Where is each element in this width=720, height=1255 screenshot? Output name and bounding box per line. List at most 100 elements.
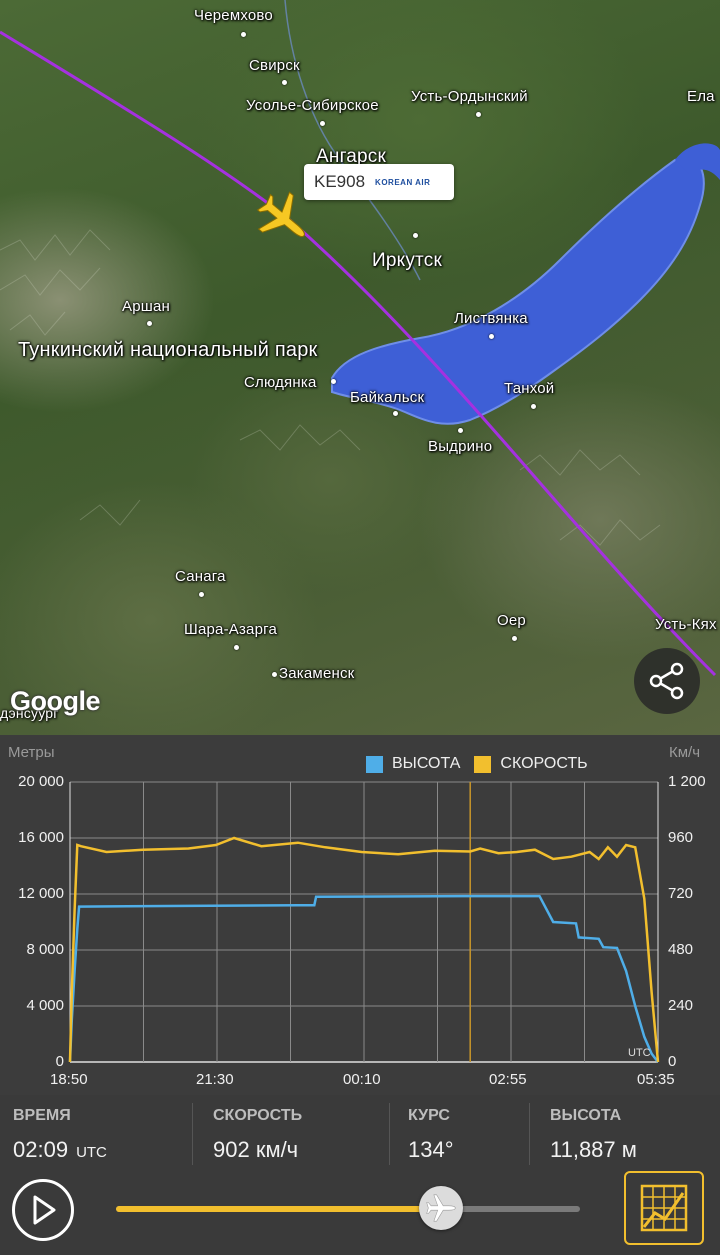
- place-label: Свирск: [249, 57, 300, 74]
- legend-altitude: ВЫСОТА: [366, 755, 460, 773]
- y-left-tick: 0: [55, 1053, 64, 1070]
- info-divider: [389, 1103, 390, 1165]
- place-dot: [282, 80, 287, 85]
- speed-value: 902 км/ч: [213, 1137, 299, 1162]
- x-tick: 21:30: [196, 1071, 234, 1088]
- place-label: Санага: [175, 568, 226, 585]
- place-dot: [320, 121, 325, 126]
- place-dot: [272, 672, 277, 677]
- time-value-wrap: 02:09 UTC: [13, 1137, 107, 1163]
- flight-chart[interactable]: Метры Км/ч ВЫСОТА СКОРОСТЬ 20 000 16 000…: [0, 735, 720, 1095]
- place-label: Ангарск: [316, 146, 387, 167]
- altitude-value: 11,887 м: [550, 1137, 637, 1162]
- y-right-tick: 480: [668, 941, 694, 958]
- place-label: Выдрино: [428, 438, 493, 455]
- place-dot: [199, 592, 204, 597]
- x-tick: 00:10: [343, 1071, 381, 1088]
- plane-icon: [426, 1194, 456, 1222]
- flight-track: [0, 30, 717, 677]
- place-dot: [147, 321, 152, 326]
- left-axis-unit: Метры: [8, 744, 55, 761]
- chart-plot: [68, 781, 660, 1063]
- x-tick: 02:55: [489, 1071, 527, 1088]
- place-label: Усть-Ордынский: [411, 88, 528, 105]
- place-dot: [234, 645, 239, 650]
- place-label: Черемхово: [194, 7, 273, 24]
- share-icon: [649, 662, 684, 700]
- y-left-tick: 20 000: [18, 773, 64, 790]
- place-dot: [531, 404, 536, 409]
- chart-legend: ВЫСОТА СКОРОСТЬ: [366, 755, 602, 773]
- time-value: 02:09: [13, 1137, 69, 1162]
- map-view[interactable]: Черемхово Свирск Усолье-Сибирское Усть-О…: [0, 0, 720, 735]
- plane-icon: [256, 191, 305, 237]
- place-dot: [458, 428, 463, 433]
- legend-label-speed: СКОРОСТЬ: [500, 755, 588, 772]
- playback-controls: [0, 1167, 720, 1255]
- speed-label: СКОРОСТЬ: [213, 1107, 303, 1124]
- google-logo: Google: [10, 686, 101, 716]
- park-label: Тункинский национальный парк: [18, 339, 318, 361]
- place-label: Усть-Кях: [655, 616, 717, 633]
- y-right-tick: 240: [668, 997, 694, 1014]
- place-label: Байкальск: [350, 389, 425, 406]
- x-tick: 05:35: [637, 1071, 675, 1088]
- legend-swatch-speed: [474, 755, 492, 773]
- flight-info-panel: ВРЕМЯ 02:09 UTC СКОРОСТЬ 902 км/ч КУРС 13…: [0, 1095, 720, 1167]
- chart-toggle-button[interactable]: [624, 1171, 704, 1245]
- y-right-tick: 720: [668, 885, 694, 902]
- info-divider: [529, 1103, 530, 1165]
- chart-grid: [69, 781, 659, 1063]
- speed-series-line: [68, 836, 660, 1063]
- flight-callout[interactable]: KE908 KOREAN AIR: [304, 164, 454, 200]
- altitude-label: ВЫСОТА: [550, 1107, 622, 1124]
- info-divider: [192, 1103, 193, 1165]
- place-dot: [413, 233, 418, 238]
- place-label: Закаменск: [279, 665, 355, 682]
- play-icon: [33, 1195, 56, 1225]
- place-dot: [331, 379, 336, 384]
- utc-tag: UTC: [628, 1047, 651, 1059]
- place-dot: [241, 32, 246, 37]
- place-label: Аршан: [122, 298, 171, 315]
- place-label: Усолье-Сибирское: [246, 97, 379, 114]
- place-label: Оер: [497, 612, 526, 629]
- time-unit: UTC: [76, 1144, 107, 1161]
- place-dot: [489, 334, 494, 339]
- time-label: ВРЕМЯ: [13, 1107, 71, 1124]
- y-right-tick: 960: [668, 829, 694, 846]
- x-tick: 18:50: [50, 1071, 88, 1088]
- share-button[interactable]: [634, 648, 700, 714]
- heading-label: КУРС: [408, 1107, 450, 1124]
- legend-speed: СКОРОСТЬ: [474, 755, 588, 773]
- airline-logo: KOREAN AIR: [375, 177, 431, 187]
- place-label: Иркутск: [372, 250, 442, 271]
- heading-value: 134°: [408, 1137, 454, 1162]
- place-label: дэнсуург: [0, 705, 59, 721]
- map-overlay: [0, 0, 720, 677]
- y-right-tick: 1 200: [668, 773, 706, 790]
- y-left-tick: 16 000: [18, 829, 64, 846]
- y-left-tick: 8 000: [26, 941, 64, 958]
- terrain-texture: [0, 229, 661, 546]
- place-label: Слюдянка: [244, 374, 317, 391]
- place-label: Ела: [687, 88, 715, 105]
- flight-number: KE908: [314, 172, 366, 191]
- right-axis-unit: Км/ч: [669, 744, 701, 761]
- chart-icon: [640, 1184, 688, 1232]
- playback-slider[interactable]: [116, 1206, 580, 1212]
- lake-baikal: [331, 156, 705, 425]
- y-left-tick: 4 000: [26, 997, 64, 1014]
- play-button[interactable]: [12, 1179, 74, 1241]
- place-dot: [512, 636, 517, 641]
- legend-swatch-altitude: [366, 755, 383, 773]
- place-label: Листвянка: [454, 310, 528, 327]
- place-label: Танхой: [504, 380, 555, 397]
- legend-label-altitude: ВЫСОТА: [392, 755, 461, 772]
- playback-progress: [116, 1206, 441, 1212]
- slider-thumb[interactable]: [418, 1186, 463, 1230]
- place-dot: [476, 112, 481, 117]
- y-right-tick: 0: [668, 1053, 677, 1070]
- altitude-series-line: [68, 894, 659, 1063]
